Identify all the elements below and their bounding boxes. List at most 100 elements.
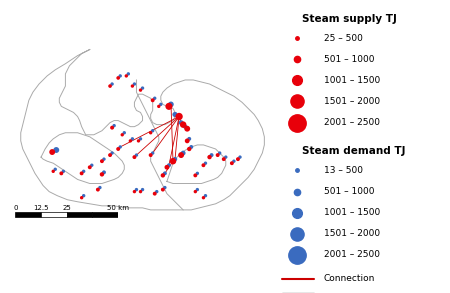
Bar [41,212,67,217]
Point [131,189,138,194]
Point [129,84,136,88]
Point [192,189,199,194]
Point [214,153,221,157]
Point [293,120,301,125]
Point [78,171,85,176]
Point [147,130,154,135]
Point [137,88,144,93]
Point [137,189,144,194]
Point [53,148,60,152]
Point [58,171,65,176]
Point [182,124,189,129]
Point [177,153,184,157]
Point [49,150,56,154]
Point [293,210,301,215]
Point [161,171,168,176]
Point [131,82,138,86]
Point [171,157,179,161]
Text: Connection: Connection [324,274,375,283]
Point [293,168,301,173]
Point [194,171,201,176]
Point [293,78,301,83]
Point [117,145,124,149]
Text: 1001 – 1500: 1001 – 1500 [324,76,380,85]
Point [293,253,301,257]
Bar [15,212,41,217]
Point [115,76,122,80]
Point [78,195,85,200]
Point [192,173,199,178]
Text: 0: 0 [13,205,18,211]
Point [177,120,184,125]
Point [117,74,124,78]
Point [293,57,301,62]
Point [293,36,301,40]
Point [171,112,179,117]
Point [202,193,209,198]
Point [228,161,235,166]
Point [99,159,106,163]
Point [80,193,87,198]
Point [163,165,171,170]
Point [108,82,116,86]
Text: 25: 25 [62,205,71,211]
Point [149,128,156,133]
Point [230,159,238,163]
Point [100,170,108,175]
Point [176,114,183,119]
Point [186,147,193,151]
Bar [92,212,118,217]
Text: Steam demand TJ: Steam demand TJ [302,146,405,156]
Text: 1001 – 1500: 1001 – 1500 [324,208,380,217]
Point [180,122,187,127]
Point [115,147,122,151]
Point [123,74,130,78]
Point [88,163,95,168]
Point [194,187,201,192]
Text: 1501 – 2000: 1501 – 2000 [324,229,380,238]
Text: 501 – 1000: 501 – 1000 [324,55,374,64]
Point [147,153,154,157]
Point [111,123,118,128]
Text: 25 – 500: 25 – 500 [324,34,363,43]
Point [159,187,166,192]
Point [180,151,187,155]
Point [159,173,166,178]
Point [60,169,67,174]
Point [107,84,114,88]
Point [119,132,126,137]
Text: Steam supply TJ: Steam supply TJ [302,14,397,24]
Point [151,191,158,196]
Point [96,185,104,190]
Point [188,145,195,149]
Point [208,153,215,157]
Point [133,153,140,157]
Point [220,157,227,161]
Point [149,98,156,103]
Point [151,96,158,100]
Point [127,139,134,143]
Point [184,126,191,131]
Point [131,155,138,159]
Point [216,151,223,155]
Point [222,155,230,159]
Point [206,155,213,159]
Point [100,157,108,161]
Point [200,195,207,200]
Point [108,125,116,130]
Text: 50 km: 50 km [107,205,129,211]
Point [86,165,93,170]
Point [125,71,132,76]
Point [129,137,136,141]
Point [121,130,128,135]
Point [186,137,193,141]
Point [153,189,160,194]
Point [161,185,168,190]
Point [133,187,140,192]
Point [236,155,243,159]
Point [50,169,57,174]
Point [52,167,59,172]
Point [94,187,102,192]
Point [149,151,156,155]
Point [108,151,116,155]
